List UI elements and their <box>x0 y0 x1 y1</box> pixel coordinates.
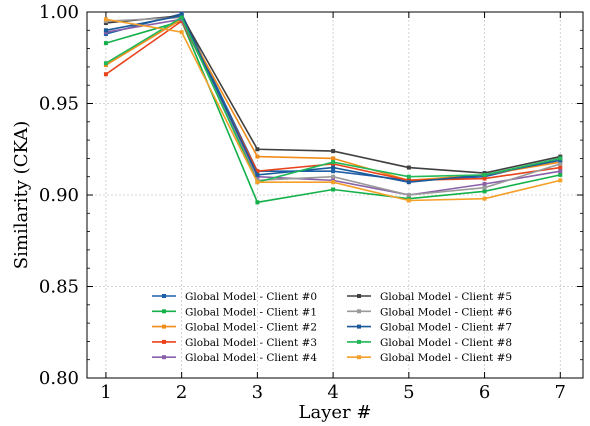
data-point <box>331 156 336 161</box>
series-client-2 <box>103 17 563 183</box>
data-point <box>482 172 487 177</box>
data-point <box>406 165 411 170</box>
legend-swatch-marker <box>162 324 166 329</box>
data-point <box>406 198 411 203</box>
data-point <box>331 187 336 192</box>
legend-item: Global Model - Client #7 <box>347 322 512 334</box>
legend-label: Global Model - Client #4 <box>185 352 317 364</box>
legend-label: Global Model - Client #1 <box>185 306 317 318</box>
data-point <box>331 174 336 179</box>
legend-label: Global Model - Client #5 <box>380 291 512 303</box>
x-axis-ticks: 1 2 3 4 5 6 7 <box>100 12 566 403</box>
legend-swatch-marker <box>357 339 361 344</box>
legend-swatch-marker <box>357 309 361 314</box>
x-tick-label: 5 <box>403 382 414 403</box>
y-axis-label: Similarity (CKA) <box>11 121 32 269</box>
x-tick-label: 3 <box>252 382 263 403</box>
legend-item: Global Model - Client #2 <box>152 322 317 334</box>
legend-item: Global Model - Client #8 <box>347 337 512 349</box>
legend-swatch-marker <box>162 339 166 344</box>
data-point <box>255 200 260 205</box>
x-tick-label: 2 <box>176 382 187 403</box>
legend-item: Global Model - Client #5 <box>347 291 512 303</box>
data-point <box>482 185 487 190</box>
data-point <box>255 154 260 159</box>
data-point <box>558 178 563 183</box>
data-point <box>331 149 336 154</box>
legend: Global Model - Client #0 Global Model - C… <box>152 291 512 364</box>
legend-label: Global Model - Client #8 <box>380 337 512 349</box>
data-point <box>558 161 563 166</box>
legend-label: Global Model - Client #6 <box>380 306 512 318</box>
legend-label: Global Model - Client #0 <box>185 291 317 303</box>
data-point <box>255 172 260 177</box>
data-point <box>103 41 108 46</box>
data-point <box>331 169 336 174</box>
data-point <box>331 165 336 170</box>
legend-label: Global Model - Client #7 <box>380 322 512 334</box>
x-axis-label: Layer # <box>299 402 372 423</box>
data-point <box>482 182 487 187</box>
y-axis-ticks: 0.80 0.85 0.90 0.95 1.00 <box>39 2 583 389</box>
x-tick-label: 6 <box>479 382 490 403</box>
legend-swatch-marker <box>162 355 166 360</box>
data-point <box>331 160 336 165</box>
legend-swatch-marker <box>357 355 361 360</box>
data-point <box>103 61 108 66</box>
data-point <box>482 196 487 201</box>
data-point <box>255 147 260 152</box>
data-point <box>558 165 563 170</box>
data-point <box>406 174 411 179</box>
legend-item: Global Model - Client #0 <box>152 291 317 303</box>
x-tick-label: 7 <box>555 382 566 403</box>
data-point <box>558 169 563 174</box>
y-tick-label: 1.00 <box>39 2 79 23</box>
data-point <box>179 30 184 35</box>
legend-swatch-marker <box>162 294 166 298</box>
data-point <box>406 193 411 197</box>
x-tick-label: 1 <box>100 382 111 403</box>
legend-swatch-marker <box>357 294 361 298</box>
legend-item: Global Model - Client #3 <box>152 337 317 349</box>
data-point <box>482 176 487 181</box>
legend-label: Global Model - Client #9 <box>380 352 512 364</box>
legend-item: Global Model - Client #9 <box>347 352 512 364</box>
data-point <box>255 169 260 174</box>
data-point <box>558 156 563 161</box>
x-tick-label: 4 <box>327 382 338 403</box>
legend-item: Global Model - Client #4 <box>152 352 317 364</box>
legend-swatch-marker <box>162 309 166 314</box>
legend-item: Global Model - Client #6 <box>347 306 512 318</box>
data-point <box>406 180 411 185</box>
data-point <box>331 180 336 185</box>
data-point <box>482 189 487 194</box>
series-layer <box>103 11 563 205</box>
legend-label: Global Model - Client #3 <box>185 337 317 349</box>
data-point <box>179 15 184 20</box>
legend-label: Global Model - Client #2 <box>185 322 317 334</box>
legend-item: Global Model - Client #1 <box>152 306 317 318</box>
data-point <box>558 172 563 177</box>
y-tick-label: 0.95 <box>39 94 79 115</box>
y-tick-label: 0.90 <box>39 185 79 206</box>
data-point <box>103 72 108 77</box>
legend-swatch-marker <box>357 324 361 329</box>
data-point <box>103 17 108 22</box>
data-point <box>103 28 108 33</box>
y-tick-label: 0.80 <box>39 368 79 389</box>
y-tick-label: 0.85 <box>39 277 79 298</box>
data-point <box>255 180 260 185</box>
series-client-9 <box>103 17 563 203</box>
